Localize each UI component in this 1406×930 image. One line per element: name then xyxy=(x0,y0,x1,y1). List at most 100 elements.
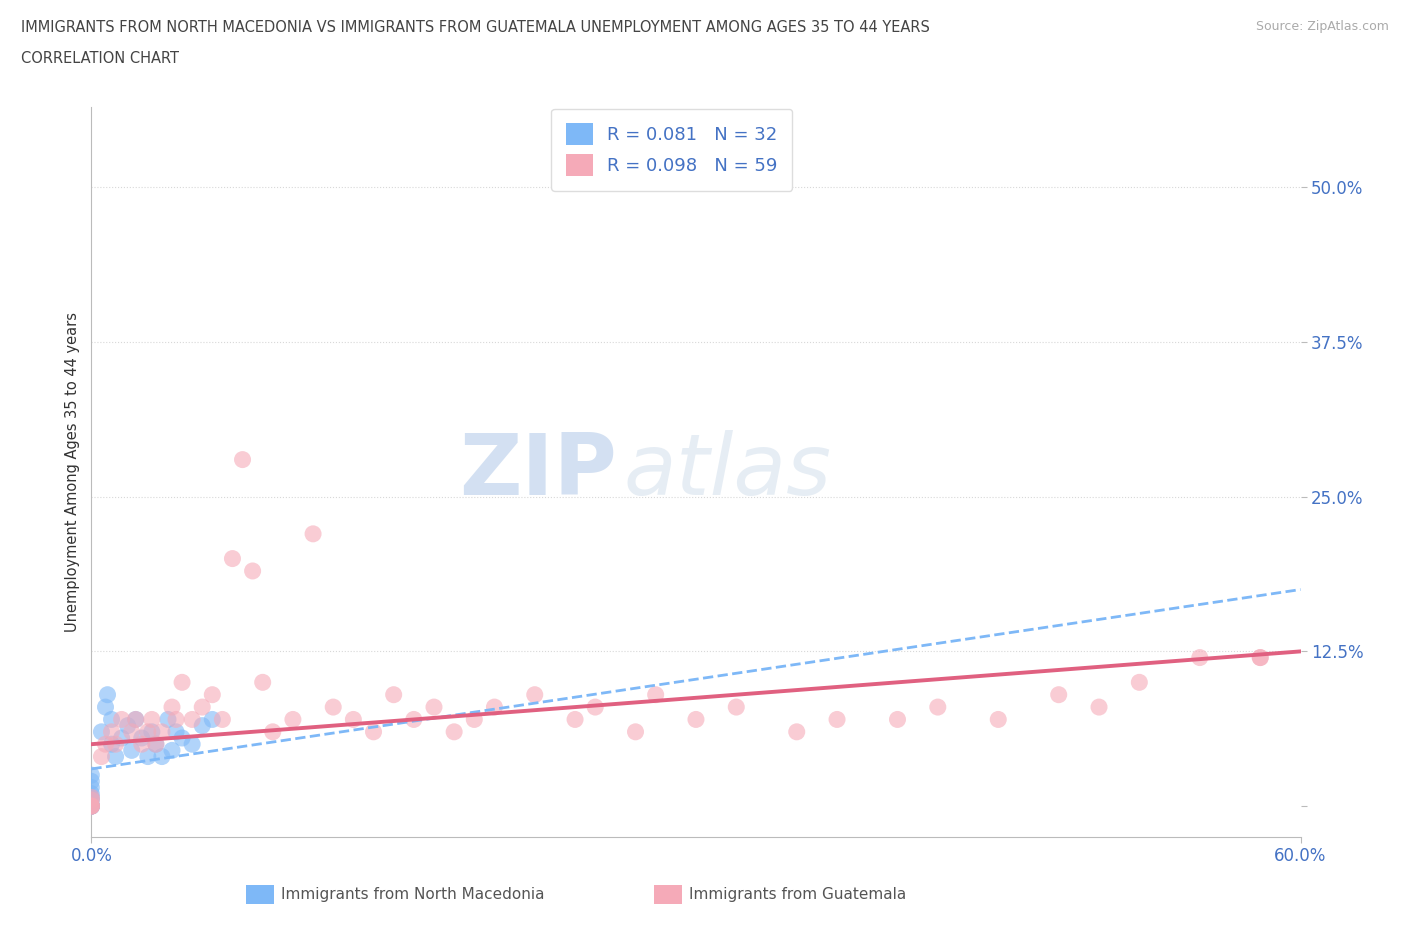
Point xyxy=(191,718,214,733)
Point xyxy=(80,799,103,814)
Point xyxy=(644,687,666,702)
Point xyxy=(80,799,103,814)
Point xyxy=(131,737,153,751)
Point xyxy=(80,792,103,807)
Point xyxy=(252,675,274,690)
Point xyxy=(242,564,264,578)
Point xyxy=(94,737,117,751)
Point xyxy=(191,699,214,714)
Point xyxy=(80,790,103,804)
Point xyxy=(172,675,194,690)
Point xyxy=(145,737,167,751)
Point xyxy=(80,792,103,807)
Point xyxy=(181,737,204,751)
Point xyxy=(80,767,103,782)
Point xyxy=(80,799,103,814)
Point xyxy=(987,712,1010,727)
Point xyxy=(90,724,112,739)
Legend: R = 0.081   N = 32, R = 0.098   N = 59: R = 0.081 N = 32, R = 0.098 N = 59 xyxy=(551,109,792,191)
Point xyxy=(262,724,284,739)
Point xyxy=(80,799,103,814)
Point xyxy=(111,712,132,727)
Point xyxy=(100,712,122,727)
Point xyxy=(80,799,103,814)
Point xyxy=(172,731,194,746)
Point xyxy=(104,750,127,764)
Point xyxy=(463,712,485,727)
Point xyxy=(80,790,103,804)
Point xyxy=(322,699,344,714)
Point xyxy=(624,724,647,739)
Point xyxy=(423,699,446,714)
Point xyxy=(342,712,364,727)
Point xyxy=(281,712,304,727)
Point xyxy=(443,724,465,739)
Point xyxy=(141,724,163,739)
Text: Source: ZipAtlas.com: Source: ZipAtlas.com xyxy=(1256,20,1389,33)
Point xyxy=(402,712,425,727)
Point xyxy=(382,687,405,702)
Point xyxy=(825,712,848,727)
Point xyxy=(363,724,385,739)
Point xyxy=(1249,650,1271,665)
Point xyxy=(165,724,187,739)
Point xyxy=(786,724,808,739)
Point xyxy=(121,724,143,739)
Point xyxy=(231,452,253,467)
Point xyxy=(725,699,748,714)
Point xyxy=(80,786,103,801)
Point xyxy=(121,743,143,758)
Point xyxy=(90,750,112,764)
Point xyxy=(100,724,122,739)
Point xyxy=(136,750,159,764)
Point xyxy=(150,724,173,739)
Point xyxy=(927,699,949,714)
Point xyxy=(125,712,148,727)
Point xyxy=(100,737,122,751)
Point xyxy=(201,712,224,727)
Point xyxy=(201,687,224,702)
Point xyxy=(484,699,506,714)
Point xyxy=(125,712,148,727)
Point xyxy=(302,526,325,541)
Point xyxy=(523,687,546,702)
Point xyxy=(211,712,233,727)
Point xyxy=(80,799,103,814)
Point xyxy=(104,737,127,751)
Point xyxy=(1188,650,1211,665)
Point xyxy=(685,712,707,727)
Point xyxy=(136,724,159,739)
Y-axis label: Unemployment Among Ages 35 to 44 years: Unemployment Among Ages 35 to 44 years xyxy=(65,312,80,632)
Point xyxy=(80,780,103,795)
Text: Immigrants from Guatemala: Immigrants from Guatemala xyxy=(689,887,907,902)
Point xyxy=(583,699,606,714)
Point xyxy=(1088,699,1111,714)
Point xyxy=(80,799,103,814)
Text: atlas: atlas xyxy=(623,431,831,513)
Point xyxy=(1128,675,1150,690)
Point xyxy=(160,743,183,758)
Point xyxy=(156,712,179,727)
Point xyxy=(160,699,183,714)
Point xyxy=(141,712,163,727)
Point xyxy=(131,731,153,746)
Point xyxy=(117,718,139,733)
Point xyxy=(1249,650,1271,665)
Text: IMMIGRANTS FROM NORTH MACEDONIA VS IMMIGRANTS FROM GUATEMALA UNEMPLOYMENT AMONG : IMMIGRANTS FROM NORTH MACEDONIA VS IMMIG… xyxy=(21,20,929,35)
Point xyxy=(80,799,103,814)
Text: CORRELATION CHART: CORRELATION CHART xyxy=(21,51,179,66)
Point xyxy=(165,712,187,727)
Point xyxy=(150,750,173,764)
Point xyxy=(886,712,908,727)
Point xyxy=(181,712,204,727)
Point xyxy=(564,712,586,727)
Point xyxy=(145,737,167,751)
Point xyxy=(111,731,132,746)
Text: Immigrants from North Macedonia: Immigrants from North Macedonia xyxy=(281,887,544,902)
Point xyxy=(96,687,118,702)
Point xyxy=(80,774,103,789)
Point xyxy=(221,551,243,566)
Text: ZIP: ZIP xyxy=(460,431,617,513)
Point xyxy=(94,699,117,714)
Point xyxy=(1047,687,1070,702)
